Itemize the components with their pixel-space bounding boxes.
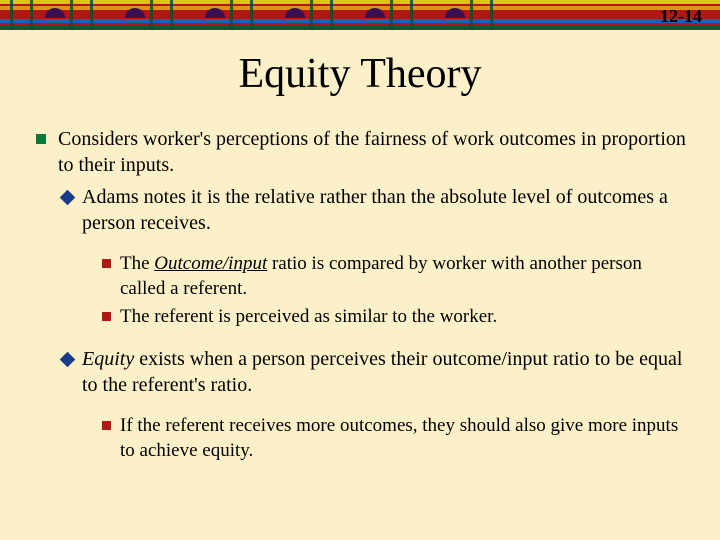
diamond-bullet-icon	[60, 352, 76, 368]
bullet-text: If the referent receives more outcomes, …	[120, 415, 678, 461]
bullet-text-em: Outcome/input	[154, 253, 267, 274]
square-bullet-icon	[36, 134, 46, 144]
slide-content: Considers worker's perceptions of the fa…	[0, 126, 720, 463]
bullet-level3: If the referent receives more outcomes, …	[34, 414, 686, 463]
bullet-level2: Equity exists when a person perceives th…	[34, 346, 686, 398]
bullet-level2: Adams notes it is the relative rather th…	[34, 184, 686, 236]
bullet-level1: Considers worker's perceptions of the fa…	[34, 126, 686, 178]
slide-title: Equity Theory	[0, 50, 720, 98]
bullet-text-post: exists when a person perceives their out…	[82, 348, 682, 396]
decorative-banner	[0, 0, 720, 30]
square-bullet-icon	[102, 421, 111, 430]
bullet-level3: The Outcome/input ratio is compared by w…	[34, 252, 686, 301]
bullet-text-em: Equity	[82, 348, 134, 370]
square-bullet-icon	[102, 312, 111, 321]
diamond-bullet-icon	[60, 190, 76, 206]
page-number: 12-14	[660, 6, 702, 27]
bullet-text: The referent is perceived as similar to …	[120, 306, 497, 327]
square-bullet-icon	[102, 259, 111, 268]
bullet-level3: The referent is perceived as similar to …	[34, 305, 686, 330]
bullet-text: Considers worker's perceptions of the fa…	[58, 128, 686, 176]
bullet-text-pre: The	[120, 253, 154, 274]
bullet-text: Adams notes it is the relative rather th…	[82, 186, 668, 234]
